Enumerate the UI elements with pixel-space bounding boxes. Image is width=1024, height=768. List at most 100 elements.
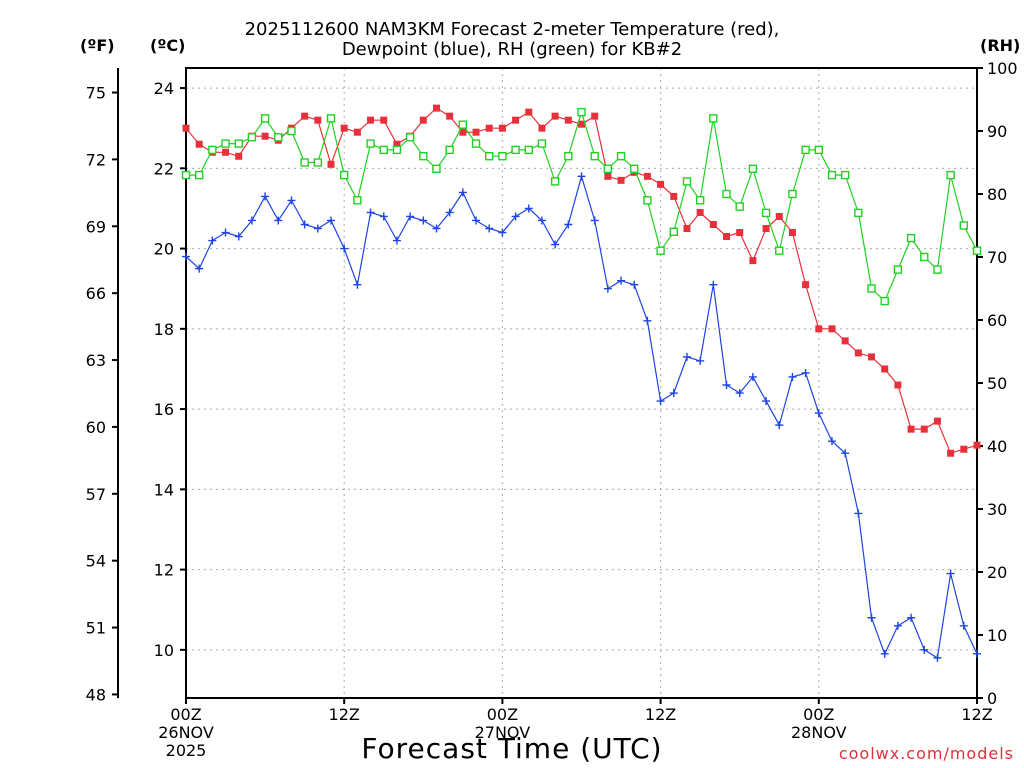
unit-label-rh: (RH) (980, 36, 1021, 55)
temperature-point (736, 229, 744, 237)
dewpoint-point (485, 224, 494, 233)
dewpoint-point (406, 212, 415, 221)
rh-tick-label: 70 (987, 248, 1007, 267)
rh-point (722, 189, 731, 199)
fahrenheit-tick-label: 69 (86, 217, 106, 236)
rh-point (827, 170, 837, 180)
source-credit: coolwx.com/models (838, 744, 1014, 763)
dewpoint-point (498, 228, 507, 237)
rh-point (221, 139, 230, 148)
temperature-point (696, 208, 704, 216)
temperature-point (367, 116, 375, 124)
dewpoint-point (472, 216, 481, 225)
rh-point (181, 170, 191, 180)
fahrenheit-tick-label: 57 (86, 485, 106, 504)
rh-point (564, 151, 573, 161)
temperature-point (182, 124, 190, 132)
dewpoint-point (880, 649, 889, 658)
rh-tick-label: 0 (987, 689, 997, 708)
temperature-point (446, 112, 454, 120)
dewpoint-point (590, 216, 599, 225)
temperature-point (222, 148, 230, 156)
temperature-point (881, 365, 889, 373)
rh-point (287, 126, 296, 136)
temperature-point (604, 172, 612, 180)
temperature-point (301, 112, 309, 120)
rh-point (392, 145, 402, 155)
rh-point (616, 151, 626, 161)
dewpoint-point (946, 569, 955, 578)
rh-point (972, 246, 982, 255)
fahrenheit-tick-label: 60 (86, 418, 106, 437)
rh-point (761, 208, 771, 218)
rh-point (893, 265, 903, 274)
rh-point (537, 139, 547, 148)
temperature-point (498, 124, 506, 132)
rh-point (194, 170, 204, 180)
dewpoint-point (775, 421, 784, 430)
temperature-point (564, 116, 572, 124)
dewpoint-point (366, 208, 375, 217)
temperature-point (393, 140, 401, 148)
temperature-point (235, 152, 243, 160)
dewpoint-point (208, 236, 217, 245)
x-tick-label: 00Z (170, 705, 201, 724)
rh-tick-label: 60 (987, 311, 1007, 330)
rh-point (959, 221, 969, 230)
rh-point (577, 107, 586, 117)
celsius-tick-label: 10 (154, 641, 174, 660)
dewpoint-point (340, 244, 349, 253)
rh-point (313, 158, 323, 167)
temperature-point (195, 140, 203, 148)
dewpoint-point (234, 232, 243, 241)
dewpoint-point (959, 621, 968, 630)
rh-point (340, 170, 349, 180)
rh-point (524, 145, 533, 155)
rh-point (801, 145, 810, 155)
rh-point (419, 151, 428, 161)
dewpoint-point (511, 212, 520, 221)
rh-point (590, 151, 599, 161)
dewpoint-point (656, 397, 665, 406)
dewpoint-point (313, 224, 322, 233)
rh-point (208, 145, 217, 155)
dewpoint-point (379, 212, 388, 221)
temperature-point (973, 441, 981, 449)
dewpoint-point (195, 264, 204, 273)
temperature-point (512, 116, 520, 124)
fahrenheit-tick-label: 48 (86, 685, 106, 704)
dewpoint-point (762, 397, 771, 406)
rh-point (643, 196, 652, 205)
rh-point (445, 145, 454, 155)
dewpoint-point (564, 220, 573, 229)
dewpoint-point (524, 204, 533, 213)
x-tick-label: 12Z (329, 705, 360, 724)
rh-point (485, 151, 494, 161)
dewpoint-point (709, 280, 718, 289)
series-dewpoint (182, 172, 981, 662)
dewpoint-point (722, 381, 731, 390)
dewpoint-point (287, 196, 296, 205)
dewpoint-point (669, 389, 678, 398)
rh-tick-label: 80 (987, 185, 1007, 204)
chart-title-line-2: Dewpoint (blue), RH (green) for KB#2 (341, 39, 683, 60)
dewpoint-point (300, 220, 309, 229)
series-rh (181, 107, 982, 306)
rh-tick-label: 30 (987, 500, 1007, 519)
rh-point (353, 196, 362, 205)
celsius-tick-label: 12 (154, 561, 174, 580)
dewpoint-point (893, 621, 902, 630)
celsius-tick-label: 16 (154, 400, 174, 419)
dewpoint-point (551, 240, 560, 249)
fahrenheit-tick-label: 51 (86, 619, 106, 638)
chart-title-line-1: 2025112600 NAM3KM Forecast 2-meter Tempe… (244, 19, 780, 40)
unit-label-celsius: (ºC) (150, 36, 186, 55)
temperature-point (538, 124, 546, 132)
dewpoint-point (841, 449, 850, 458)
temperature-point (749, 257, 757, 265)
rh-point (366, 139, 375, 148)
dewpoint-point (419, 216, 428, 225)
dewpoint-point (827, 437, 836, 446)
rh-point (735, 202, 744, 211)
